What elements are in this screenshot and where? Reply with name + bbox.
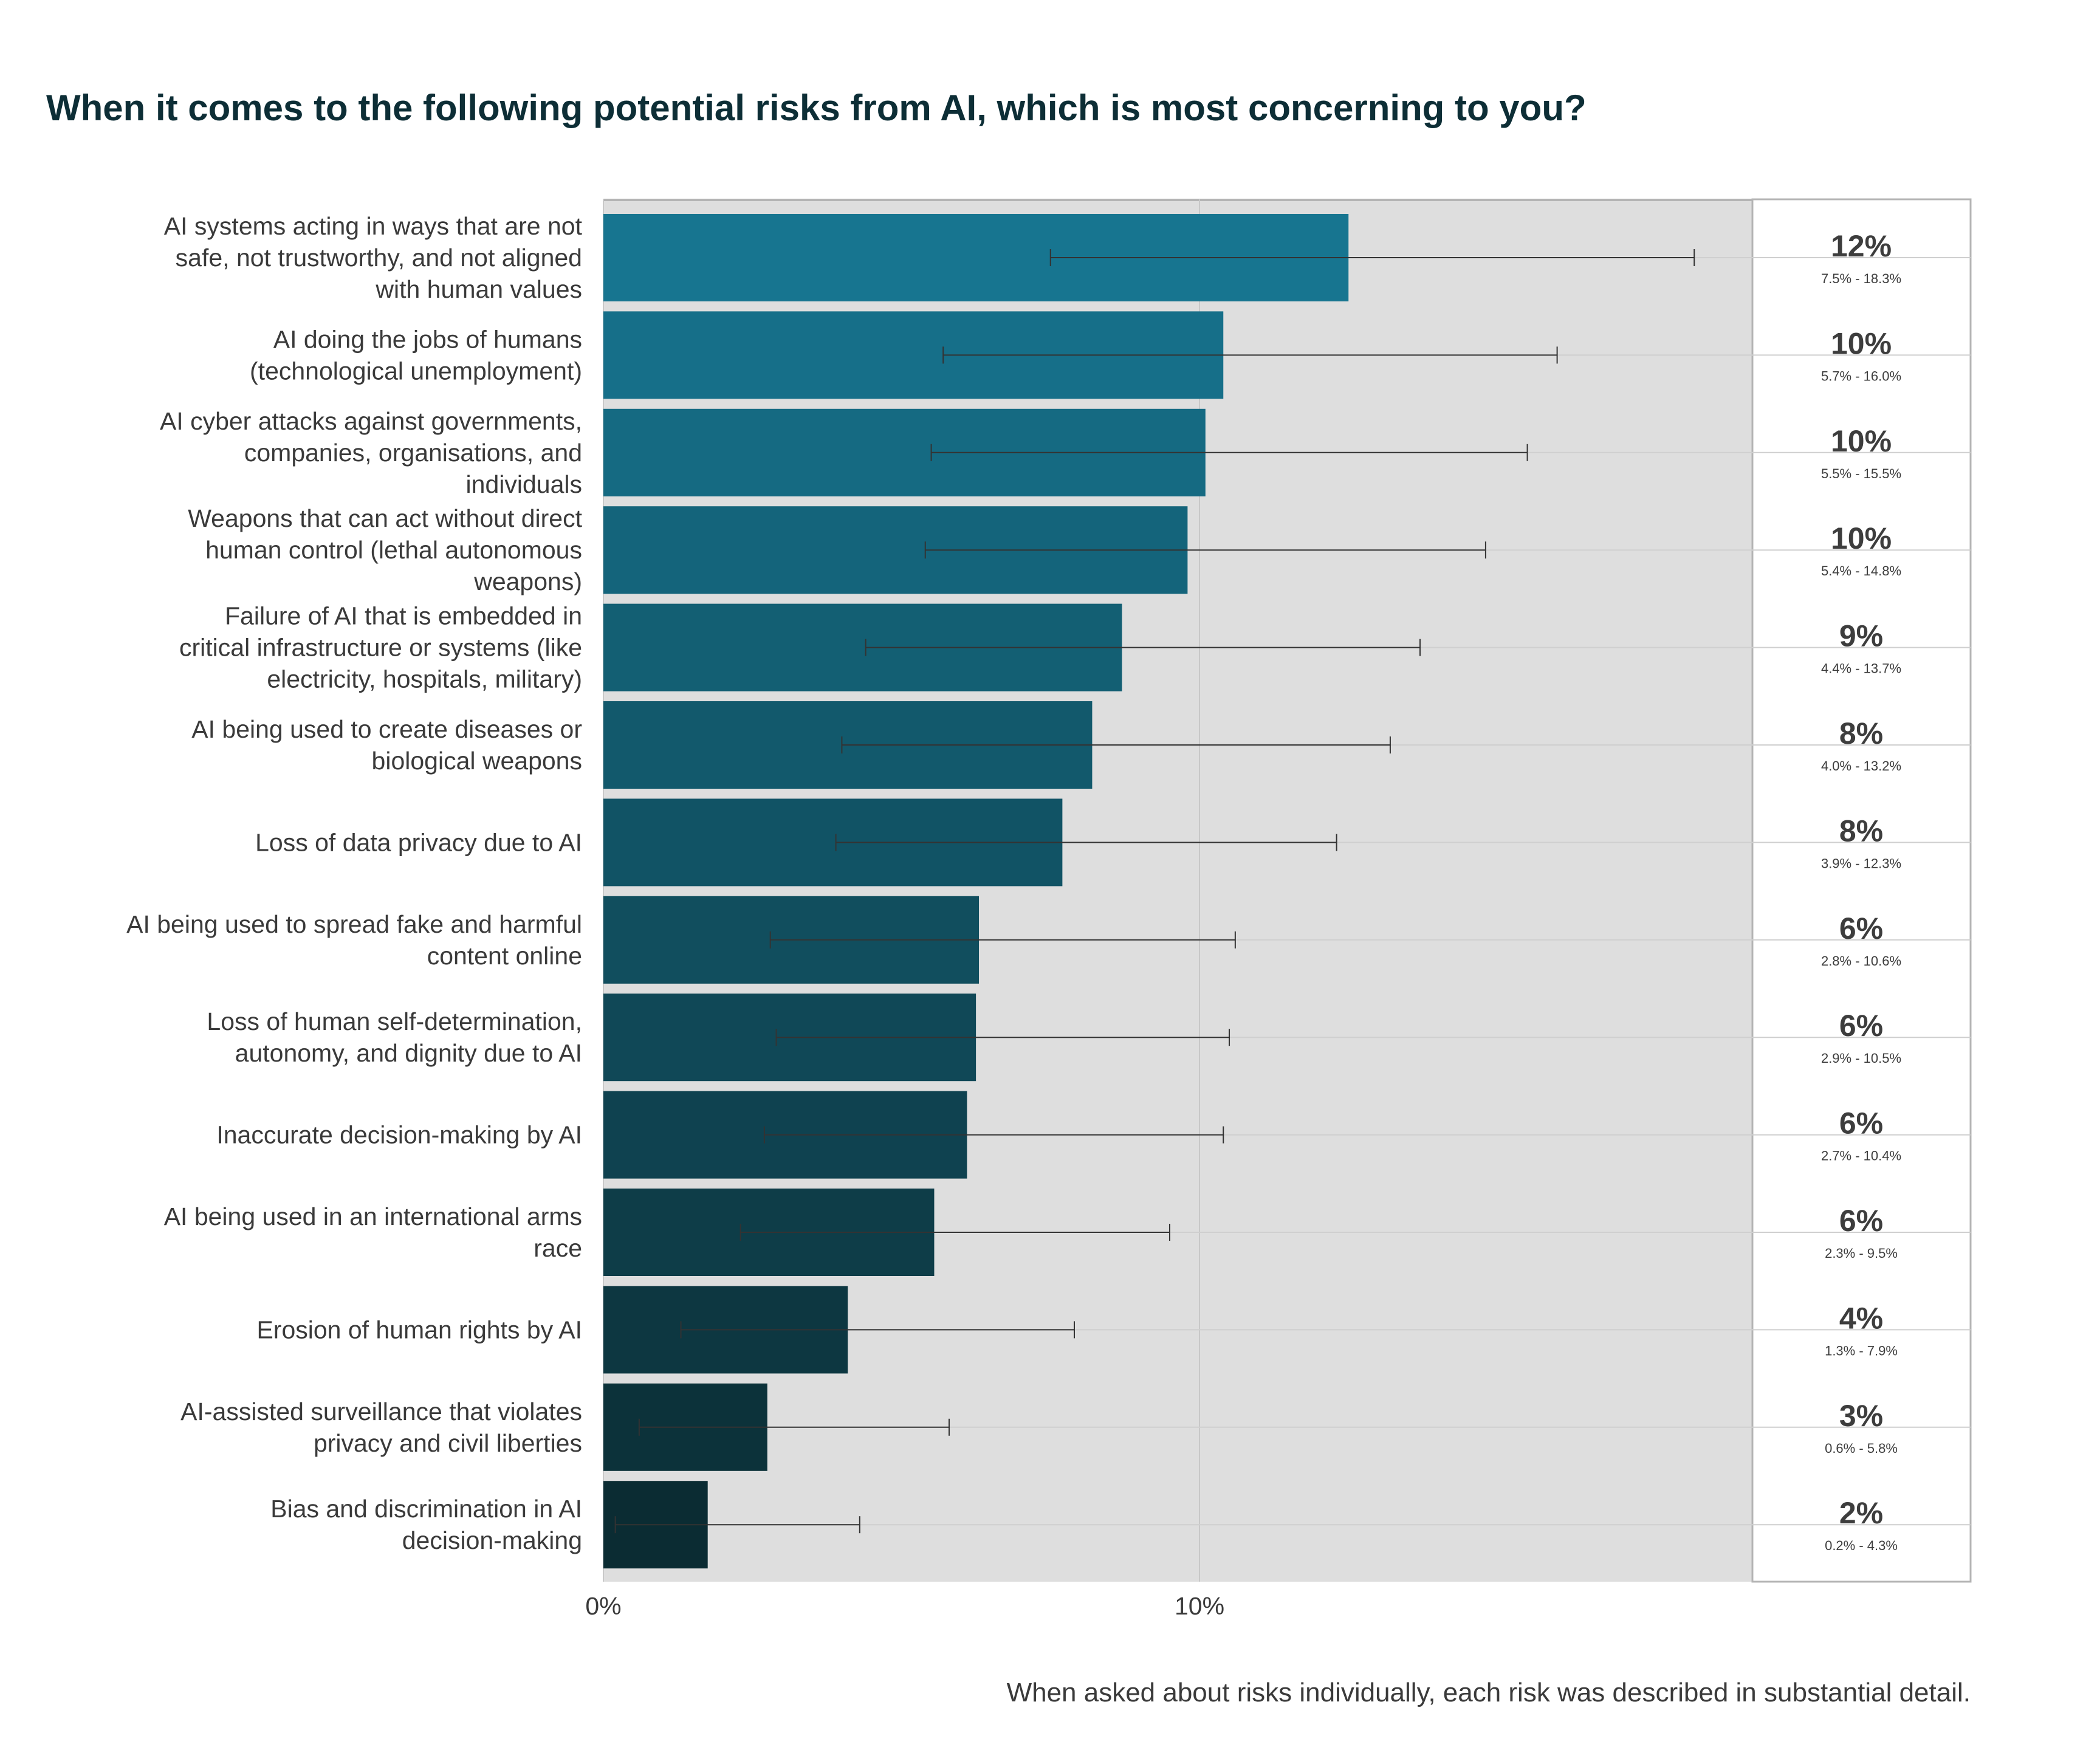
confidence-interval-label: 5.7% - 16.0%: [1821, 368, 1901, 383]
category-label-line: Inaccurate decision-making by AI: [216, 1121, 582, 1149]
category-label-line: Loss of data privacy due to AI: [255, 828, 582, 856]
x-tick-label: 0%: [585, 1592, 621, 1620]
category-label-line: biological weapons: [372, 747, 582, 775]
category-label: Loss of data privacy due to AI: [255, 828, 582, 856]
category-label: Inaccurate decision-making by AI: [216, 1121, 582, 1149]
value-label: 8%: [1839, 814, 1883, 848]
value-label: 6%: [1839, 911, 1883, 945]
category-label-line: individuals: [466, 470, 582, 498]
value-label: 6%: [1839, 1107, 1883, 1141]
value-label: 12%: [1831, 229, 1892, 263]
category-label-line: Failure of AI that is embedded in: [225, 602, 582, 630]
category-label-line: (technological unemployment): [250, 357, 582, 385]
value-label: 2%: [1839, 1496, 1883, 1530]
chart-title: When it comes to the following potential…: [46, 88, 1587, 128]
category-label-line: weapons): [473, 568, 582, 595]
category-label: AI systems acting in ways that are not sa…: [164, 212, 583, 303]
category-label-line: Weapons that can act without direct: [188, 504, 582, 532]
category-label-line: Erosion of human rights by AI: [256, 1316, 582, 1343]
value-label: 10%: [1831, 424, 1892, 458]
category-label-line: AI-assisted surveillance that violates: [180, 1398, 582, 1426]
confidence-interval-label: 2.3% - 9.5%: [1825, 1246, 1898, 1261]
confidence-interval-label: 4.4% - 13.7%: [1821, 661, 1901, 676]
confidence-interval-label: 5.4% - 14.8%: [1821, 563, 1901, 578]
category-label-line: AI being used to create diseases or: [191, 715, 582, 743]
category-label: AI doing the jobs of humans (technologica…: [250, 325, 582, 385]
confidence-interval-label: 2.8% - 10.6%: [1821, 953, 1901, 969]
category-label: Failure of AI that is embedded in critica…: [179, 602, 582, 693]
confidence-interval-label: 5.5% - 15.5%: [1821, 466, 1901, 481]
confidence-interval-label: 0.6% - 5.8%: [1825, 1441, 1898, 1456]
confidence-interval-label: 0.2% - 4.3%: [1825, 1538, 1898, 1553]
value-label: 4%: [1839, 1301, 1883, 1335]
category-label-line: electricity, hospitals, military): [267, 665, 582, 693]
category-label-line: autonomy, and dignity due to AI: [235, 1039, 582, 1067]
category-label-line: Loss of human self-determination,: [207, 1007, 582, 1035]
category-label: Loss of human self-determination, autonom…: [207, 1007, 582, 1067]
category-label-line: privacy and civil liberties: [314, 1429, 582, 1457]
category-label-line: human control (lethal autonomous: [205, 536, 582, 564]
category-label-line: companies, organisations, and: [244, 439, 582, 467]
category-label-line: safe, not trustworthy, and not aligned: [176, 244, 582, 272]
category-label-line: AI being used in an international arms: [164, 1203, 582, 1230]
value-panel: [1751, 198, 1972, 1583]
category-label-line: AI systems acting in ways that are not: [164, 212, 583, 240]
category-label-line: content online: [427, 942, 582, 970]
category-label-line: AI being used to spread fake and harmful: [126, 910, 582, 938]
category-label-line: AI doing the jobs of humans: [273, 325, 582, 353]
value-label: 3%: [1839, 1399, 1883, 1433]
category-label: Weapons that can act without direct human…: [188, 504, 582, 595]
category-label: AI being used in an international arms ra…: [164, 1203, 582, 1262]
plot-background: [603, 199, 1752, 1582]
value-label: 10%: [1831, 326, 1892, 360]
category-label-line: critical infrastructure or systems (like: [179, 634, 582, 662]
confidence-interval-label: 3.9% - 12.3%: [1821, 856, 1901, 871]
category-label-line: with human values: [375, 275, 582, 303]
category-label-line: race: [534, 1234, 582, 1262]
category-label: AI-assisted surveillance that violates pr…: [180, 1398, 582, 1457]
value-label: 10%: [1831, 521, 1892, 555]
category-label: AI cyber attacks against governments, com…: [160, 407, 582, 498]
category-label: AI being used to spread fake and harmful…: [126, 910, 582, 970]
footnote: When asked about risks individually, eac…: [1007, 1678, 1971, 1707]
x-tick-label: 10%: [1175, 1592, 1224, 1620]
value-label: 8%: [1839, 716, 1883, 750]
value-label: 6%: [1839, 1204, 1883, 1238]
category-label: Bias and discrimination in AI decision-ma…: [270, 1495, 582, 1554]
value-label: 6%: [1839, 1009, 1883, 1043]
confidence-interval-label: 2.7% - 10.4%: [1821, 1148, 1901, 1164]
category-label: AI being used to create diseases or biolo…: [191, 715, 582, 775]
confidence-interval-label: 4.0% - 13.2%: [1821, 758, 1901, 774]
category-label-line: Bias and discrimination in AI: [270, 1495, 582, 1523]
value-label: 9%: [1839, 619, 1883, 653]
confidence-interval-label: 7.5% - 18.3%: [1821, 271, 1901, 286]
category-label-line: decision-making: [402, 1526, 582, 1554]
category-label: Erosion of human rights by AI: [256, 1316, 582, 1343]
confidence-interval-label: 2.9% - 10.5%: [1821, 1051, 1901, 1066]
category-label-line: AI cyber attacks against governments,: [160, 407, 582, 435]
confidence-interval-label: 1.3% - 7.9%: [1825, 1343, 1898, 1358]
